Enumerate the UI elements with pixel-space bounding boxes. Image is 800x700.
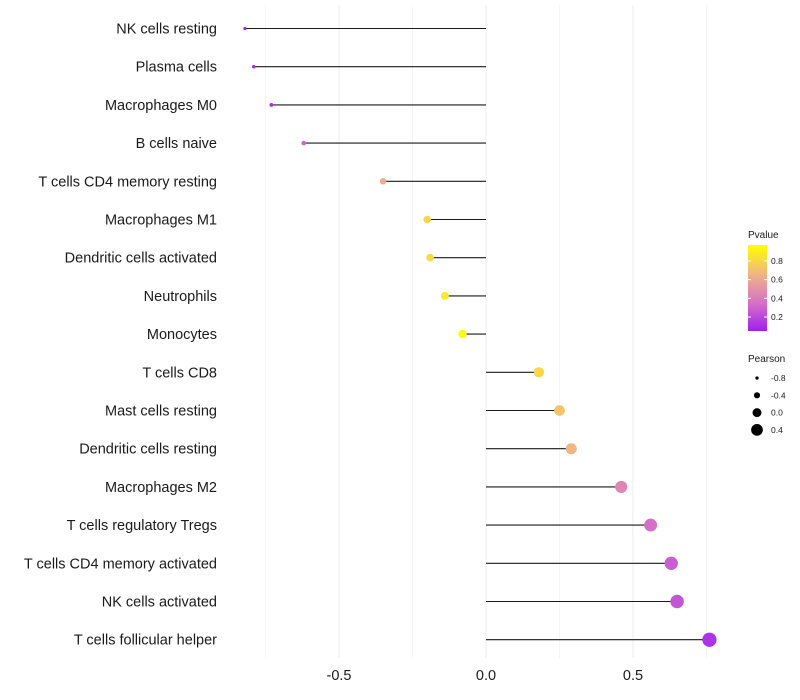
data-point: [615, 480, 628, 493]
y-tick-label: T cells regulatory Tregs: [67, 518, 217, 534]
y-tick-label: T cells CD8: [142, 365, 217, 381]
y-tick-label: Mast cells resting: [105, 404, 217, 420]
lollipop-points: [243, 26, 717, 647]
data-point: [440, 291, 449, 300]
x-axis-labels: -0.5 0.0 0.5: [327, 668, 644, 684]
y-tick-label: B cells naive: [136, 136, 217, 152]
y-tick-label: Neutrophils: [144, 289, 217, 305]
pearson-legend: Pearson -0.8 -0.4 0.0 0.4: [748, 354, 786, 436]
y-tick-label: NK cells activated: [102, 595, 217, 611]
x-tick-label: -0.5: [327, 668, 352, 684]
colorbar-tick-label: 0.2: [771, 312, 783, 322]
grid-lines: [265, 5, 707, 658]
colorbar-tick-label: 0.8: [771, 256, 783, 266]
data-point: [664, 556, 678, 570]
data-point: [533, 367, 545, 378]
size-legend-key: [753, 392, 761, 399]
y-tick-label: Plasma cells: [136, 60, 217, 76]
pearson-legend-title: Pearson: [748, 354, 785, 365]
size-legend-key: [752, 408, 762, 418]
x-tick-label: 0.0: [476, 668, 496, 684]
data-point: [426, 253, 434, 262]
y-tick-label: T cells CD4 memory resting: [38, 174, 217, 190]
data-point: [702, 632, 717, 647]
data-point: [243, 26, 247, 31]
size-legend-label: -0.4: [771, 390, 786, 400]
data-point: [458, 329, 467, 339]
colorbar-tick-label: 0.4: [771, 293, 783, 303]
colorbar-tick-label: 0.6: [771, 275, 783, 285]
y-tick-label: Macrophages M2: [105, 480, 217, 496]
y-tick-label: NK cells resting: [116, 22, 217, 38]
size-legend-label: 0.4: [771, 425, 783, 435]
pvalue-legend-title: Pvalue: [748, 230, 779, 241]
data-point: [565, 443, 577, 455]
y-tick-label: Monocytes: [147, 327, 217, 343]
size-legend-label: 0.0: [771, 408, 783, 418]
data-point: [379, 178, 387, 185]
data-point: [269, 102, 274, 107]
data-point: [252, 64, 256, 69]
pvalue-legend: Pvalue 0.2 0.4 0.6 0.8: [748, 230, 783, 331]
lollipop-stems: [244, 27, 710, 641]
y-tick-label: Dendritic cells resting: [79, 442, 217, 458]
y-tick-label: Macrophages M0: [105, 98, 217, 114]
x-tick-label: 0.5: [623, 668, 643, 684]
data-point: [670, 594, 684, 609]
data-point: [644, 518, 658, 532]
size-legend-key: [751, 424, 763, 436]
data-point: [554, 405, 565, 416]
data-point: [423, 215, 431, 224]
y-tick-label: Dendritic cells activated: [65, 251, 217, 267]
y-tick-label: Macrophages M1: [105, 213, 217, 229]
y-tick-label: T cells follicular helper: [74, 633, 217, 649]
y-tick-label: T cells CD4 memory activated: [24, 556, 217, 572]
size-legend-key: [755, 376, 759, 380]
size-legend-label: -0.8: [771, 373, 786, 383]
data-point: [301, 140, 307, 146]
pvalue-colorbar: [748, 245, 767, 331]
y-axis-labels: NK cells resting Plasma cells Macrophages …: [24, 22, 217, 649]
